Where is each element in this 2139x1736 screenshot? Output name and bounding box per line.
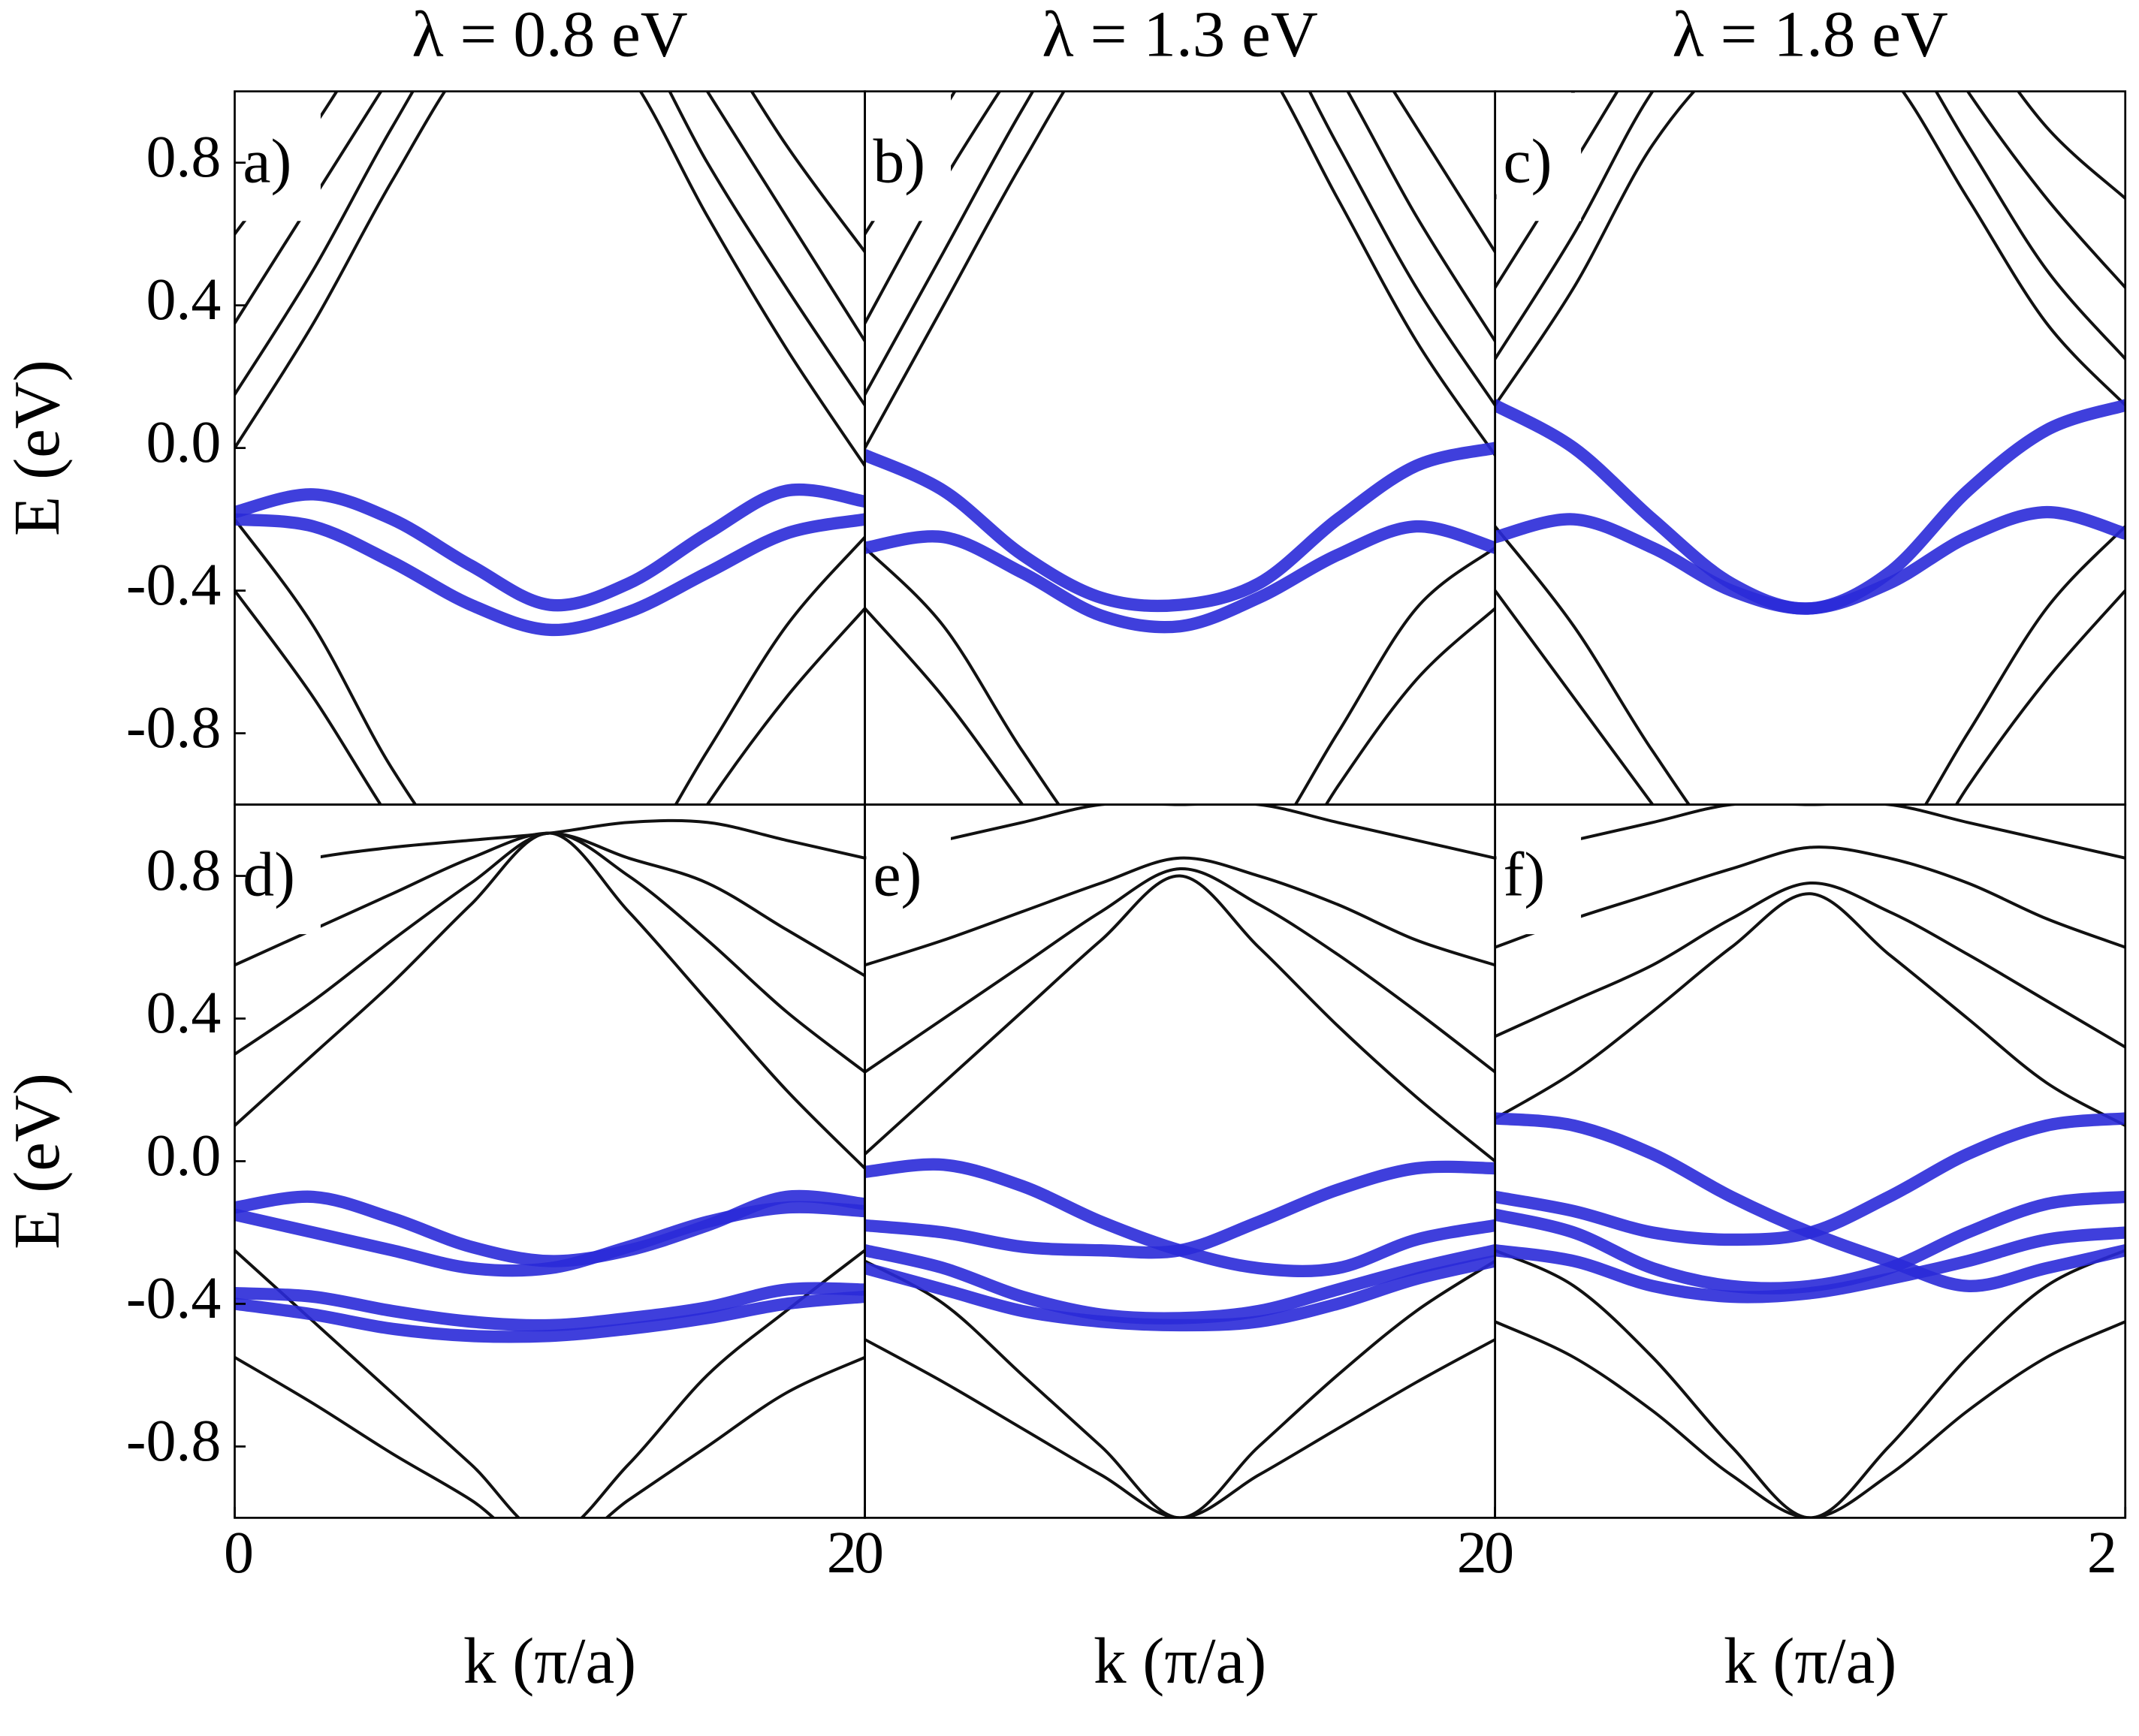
bulk-band (234, 818, 865, 878)
edge-band (864, 442, 1495, 613)
edge-band (1495, 1190, 2125, 1294)
bulk-band (1495, 91, 2125, 407)
y-tick-label: 0.8 (146, 837, 221, 903)
bulk-band (864, 91, 1495, 254)
x-tick-label: 2 (1457, 1520, 1487, 1586)
edge-band (1495, 399, 2125, 615)
x-tick-label: 0 (854, 1520, 884, 1586)
edge-band (1495, 1112, 2125, 1246)
bulk-band (1495, 1320, 2125, 1518)
panel-title: λ = 0.8 eV (412, 0, 687, 70)
edge-band (864, 520, 1495, 634)
label-box (236, 92, 321, 222)
panel-frame (234, 90, 866, 806)
x-axis-label: k (π/a) (463, 1624, 636, 1697)
bulk-band (864, 874, 1495, 1163)
bulk-band (234, 91, 865, 468)
panel-frame (234, 803, 866, 1519)
panel-label: b) (873, 128, 925, 197)
plot-area (1495, 91, 2125, 805)
x-axis-label: k (π/a) (1724, 1624, 1896, 1697)
label-box (1496, 92, 1582, 222)
panel-title: λ = 1.8 eV (1673, 0, 1948, 70)
y-tick-label: -0.8 (126, 1408, 222, 1474)
y-tick-label: -0.4 (126, 1265, 222, 1331)
bulk-band (864, 1337, 1495, 1518)
bulk-band (864, 607, 1495, 805)
edge-band (234, 1201, 865, 1277)
bulk-band (864, 91, 1495, 343)
bulk-band (1495, 804, 2125, 860)
bulk-band (1495, 91, 2125, 289)
panel-label: d) (243, 840, 295, 909)
edge-band (864, 1160, 1495, 1259)
bulk-band (234, 91, 865, 343)
plot-area (1495, 804, 2125, 1518)
y-tick-label: 0.0 (146, 409, 221, 475)
panel-label: a) (243, 128, 291, 197)
bulk-band (234, 1249, 865, 1518)
bulk-band (234, 1355, 865, 1518)
bulk-band (1495, 845, 2125, 949)
x-tick-label: 2 (827, 1520, 857, 1586)
panel-label: c) (1504, 128, 1552, 197)
y-axis-label: E (eV) (0, 360, 73, 536)
bulk-band (234, 831, 865, 1170)
bulk-band (864, 856, 1495, 967)
y-tick-label: 0.4 (146, 980, 221, 1046)
label-box (866, 806, 951, 935)
y-tick-label: 0.8 (146, 124, 221, 190)
edge-band (1495, 505, 2125, 615)
panel-label: f) (1504, 840, 1546, 909)
bulk-band (864, 804, 1495, 860)
x-tick-label: 0 (224, 1520, 254, 1586)
x-tick-label: 2 (2087, 1520, 2117, 1586)
bulk-band (864, 91, 1495, 407)
bulk-band (1495, 525, 2125, 805)
y-axis-label: E (eV) (0, 1073, 73, 1249)
edge-band (234, 1290, 865, 1343)
bulk-band (234, 517, 865, 805)
x-tick-label: 0 (1484, 1520, 1514, 1586)
bulk-band (234, 831, 865, 1074)
panel-title: λ = 1.3 eV (1042, 0, 1317, 70)
plot-area (864, 804, 1495, 1518)
bulk-band (1495, 1249, 2125, 1518)
y-tick-label: 0.4 (146, 267, 221, 333)
plot-area (864, 91, 1495, 805)
y-tick-label: -0.4 (126, 552, 222, 618)
y-tick-label: 0.0 (146, 1123, 221, 1189)
plot-area (234, 818, 865, 1518)
bulk-band (1495, 892, 2125, 1127)
label-box (236, 806, 321, 935)
y-tick-label: -0.8 (126, 695, 222, 761)
edge-band (864, 1255, 1495, 1332)
edge-band (234, 1189, 865, 1267)
bulk-band (234, 589, 865, 805)
bulk-band (1495, 882, 2125, 1049)
bulk-band (864, 91, 1495, 457)
x-axis-label: k (π/a) (1094, 1624, 1266, 1697)
edge-band (234, 513, 865, 637)
edge-band (234, 1282, 865, 1332)
label-box (866, 92, 951, 222)
bulk-band (1495, 589, 2125, 805)
bulk-band (864, 546, 1495, 805)
bulk-band (1495, 91, 2125, 360)
label-box (1496, 806, 1582, 935)
bulk-band (234, 91, 865, 407)
panel-label: e) (873, 840, 922, 909)
edge-band (864, 1244, 1495, 1325)
panel-frame (1494, 803, 2127, 1519)
bulk-band (864, 867, 1495, 1074)
edge-band (1495, 1226, 2125, 1304)
edge-band (234, 483, 865, 612)
